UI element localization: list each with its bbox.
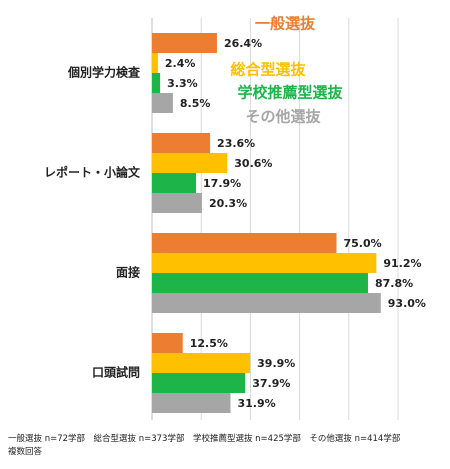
data-label: 20.3% xyxy=(209,197,247,210)
legend-entry: 学校推薦型選抜 xyxy=(237,84,343,102)
data-label: 23.6% xyxy=(217,137,255,150)
data-label: 91.2% xyxy=(383,257,421,270)
data-label: 37.9% xyxy=(252,377,290,390)
bar xyxy=(152,233,337,253)
data-label: 2.4% xyxy=(165,57,196,70)
data-label: 93.0% xyxy=(388,297,426,310)
legend-entry: その他選抜 xyxy=(245,108,321,126)
category-label: レポート・小論文 xyxy=(44,165,141,180)
legend-entry: 一般選抜 xyxy=(255,15,316,33)
footnote-sample-sizes: 一般選抜 n=72学部 総合型選抜 n=373学部 学校推薦型選抜 n=425学… xyxy=(8,434,401,444)
category-label: 個別学力検査 xyxy=(67,65,141,80)
category-label: 面接 xyxy=(116,265,140,280)
bar xyxy=(152,73,161,93)
bar xyxy=(152,33,217,53)
bar xyxy=(152,353,251,373)
bar xyxy=(152,373,246,393)
bar xyxy=(152,293,381,313)
bar xyxy=(152,133,211,153)
data-label: 39.9% xyxy=(257,357,295,370)
bar xyxy=(152,253,377,273)
data-label: 3.3% xyxy=(167,77,198,90)
data-label: 26.4% xyxy=(224,37,262,50)
data-label: 87.8% xyxy=(375,277,413,290)
bar xyxy=(152,333,183,353)
legend-entry: 総合型選抜 xyxy=(230,61,306,79)
bar xyxy=(152,93,173,113)
bar xyxy=(152,173,197,193)
bar xyxy=(152,273,368,293)
bar xyxy=(152,193,202,213)
category-label: 口頭試問 xyxy=(92,365,140,380)
footnote-multiple-answers: 複数回答 xyxy=(8,447,43,457)
data-label: 17.9% xyxy=(203,177,241,190)
bar xyxy=(152,393,231,413)
data-label: 8.5% xyxy=(180,97,211,110)
data-label: 75.0% xyxy=(344,237,382,250)
bar xyxy=(152,53,158,73)
data-label: 31.9% xyxy=(237,397,275,410)
data-label: 30.6% xyxy=(234,157,272,170)
data-label: 12.5% xyxy=(190,337,228,350)
bar xyxy=(152,153,228,173)
